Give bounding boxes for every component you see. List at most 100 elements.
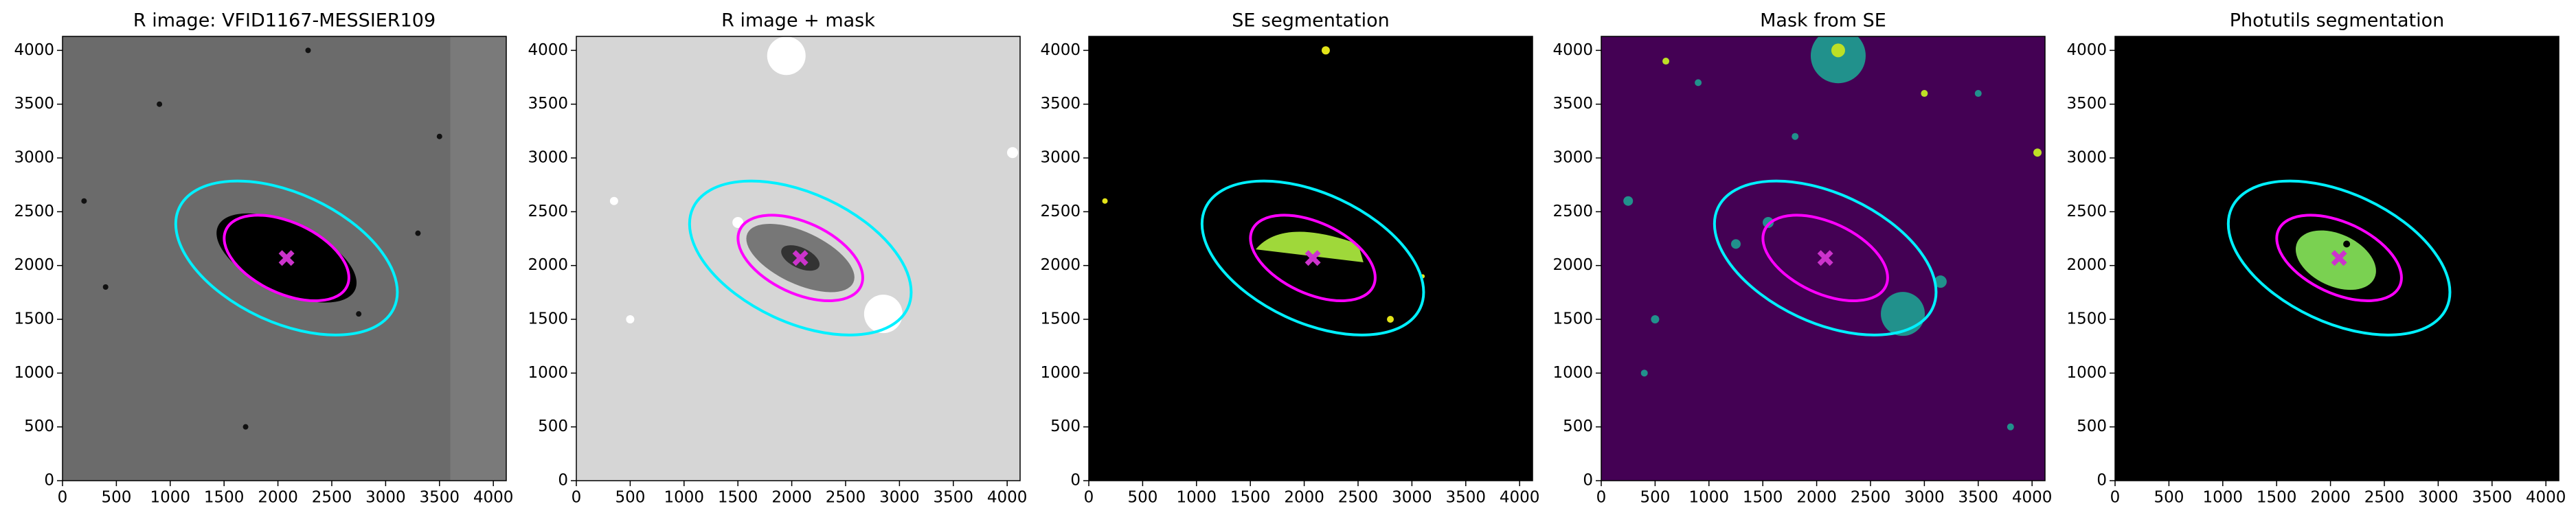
x-tick-label: 3500 (1958, 489, 1999, 507)
aperture-ellipse (736, 214, 864, 303)
y-tick-label: 500 (2077, 417, 2107, 435)
y-tick-label: 2500 (528, 203, 568, 220)
source (1831, 43, 1845, 58)
axes-frame (2114, 36, 2560, 481)
source (1974, 90, 1982, 98)
x-tick-label: 0 (2110, 489, 2121, 507)
source (2033, 148, 2042, 157)
axes-frame (1088, 36, 1533, 481)
y-tick-label: 1500 (2066, 310, 2107, 328)
x-tick-label: 0 (572, 489, 582, 507)
x-tick-label: 3500 (2472, 489, 2513, 507)
center-marker (2331, 250, 2347, 266)
star (356, 311, 362, 317)
x-tick-label: 500 (1127, 489, 1157, 507)
panel (1089, 36, 1533, 481)
y-tick-label: 1000 (14, 364, 54, 382)
y-tick-label: 500 (24, 417, 54, 435)
source (1763, 217, 1774, 229)
source (1387, 316, 1394, 323)
x-tick-label: 500 (1640, 489, 1670, 507)
y-tick-label: 1500 (1040, 310, 1081, 328)
x-tick-label: 3000 (365, 489, 406, 507)
mask-hole (609, 196, 618, 205)
y-tick-label: 4000 (2066, 41, 2107, 59)
mask-hole (1007, 147, 1019, 159)
panel (63, 36, 506, 481)
x-tick-label: 0 (58, 489, 68, 507)
y-tick-label: 4000 (14, 41, 54, 59)
axes-frame (576, 36, 1021, 481)
x-tick-label: 1500 (1743, 489, 1783, 507)
x-tick-label: 1000 (1689, 489, 1730, 507)
panel (2115, 36, 2559, 481)
x-tick-label: 2500 (312, 489, 352, 507)
x-tick-label: 500 (101, 489, 131, 507)
center-marker (1817, 250, 1833, 266)
x-tick-label: 2000 (1796, 489, 1837, 507)
source (1662, 58, 1670, 65)
x-tick-label: 4000 (1500, 489, 1540, 507)
star (415, 230, 421, 236)
x-tick-label: 3500 (420, 489, 460, 507)
x-tick-label: 2500 (1338, 489, 1379, 507)
axes-frame (1601, 36, 2046, 481)
panel-title: R image + mask (721, 10, 875, 32)
aperture-ellipse (1761, 214, 1889, 303)
center-marker (278, 250, 295, 266)
panel (576, 36, 1020, 481)
x-tick-label: 3000 (2418, 489, 2459, 507)
axes-frame (62, 36, 507, 481)
y-tick-label: 1000 (528, 364, 568, 382)
aperture-ellipse (688, 179, 913, 336)
aperture-ellipse (1249, 214, 1377, 303)
source (1792, 133, 1799, 140)
y-tick-label: 2500 (1040, 203, 1081, 220)
x-tick-label: 4000 (987, 489, 1028, 507)
y-tick-label: 3000 (1552, 149, 1593, 167)
y-tick-label: 3000 (14, 149, 54, 167)
source (1623, 196, 1634, 206)
panel-title: Mask from SE (1760, 10, 1886, 32)
y-tick-label: 2000 (528, 256, 568, 274)
aperture-ellipse (174, 179, 399, 336)
y-tick-label: 0 (558, 472, 568, 490)
center-marker (1304, 250, 1321, 266)
y-tick-label: 1500 (1552, 310, 1593, 328)
source (1881, 292, 1925, 336)
y-tick-label: 500 (1563, 417, 1593, 435)
star (157, 101, 163, 107)
x-tick-label: 3000 (1904, 489, 1945, 507)
y-tick-label: 2500 (2066, 203, 2107, 220)
x-tick-label: 1000 (2203, 489, 2244, 507)
source (1810, 36, 1866, 84)
panel-title: SE segmentation (1232, 10, 1389, 32)
source (1640, 369, 1648, 377)
y-tick-label: 1000 (1040, 364, 1081, 382)
aperture-ellipse (2226, 179, 2452, 336)
y-tick-label: 3000 (2066, 149, 2107, 167)
x-tick-label: 2500 (1851, 489, 1891, 507)
y-tick-label: 0 (1070, 472, 1081, 490)
y-tick-label: 2000 (1040, 256, 1081, 274)
hole (2343, 240, 2351, 248)
x-tick-label: 1500 (718, 489, 758, 507)
y-tick-label: 500 (1050, 417, 1081, 435)
x-tick-label: 2000 (258, 489, 298, 507)
y-tick-label: 4000 (1040, 41, 1081, 59)
x-tick-label: 500 (615, 489, 645, 507)
y-tick-label: 1500 (528, 310, 568, 328)
source (1921, 90, 1928, 98)
aperture-ellipse (223, 214, 350, 303)
x-tick-label: 3000 (1392, 489, 1432, 507)
x-tick-label: 2500 (826, 489, 866, 507)
y-tick-label: 4000 (528, 41, 568, 59)
source (1321, 46, 1330, 55)
y-tick-label: 2000 (2066, 256, 2107, 274)
x-tick-label: 2000 (2310, 489, 2351, 507)
source (2007, 423, 2014, 431)
x-tick-label: 1000 (1177, 489, 1217, 507)
star (242, 424, 249, 430)
y-tick-label: 1000 (1552, 364, 1593, 382)
x-tick-label: 3500 (1446, 489, 1487, 507)
